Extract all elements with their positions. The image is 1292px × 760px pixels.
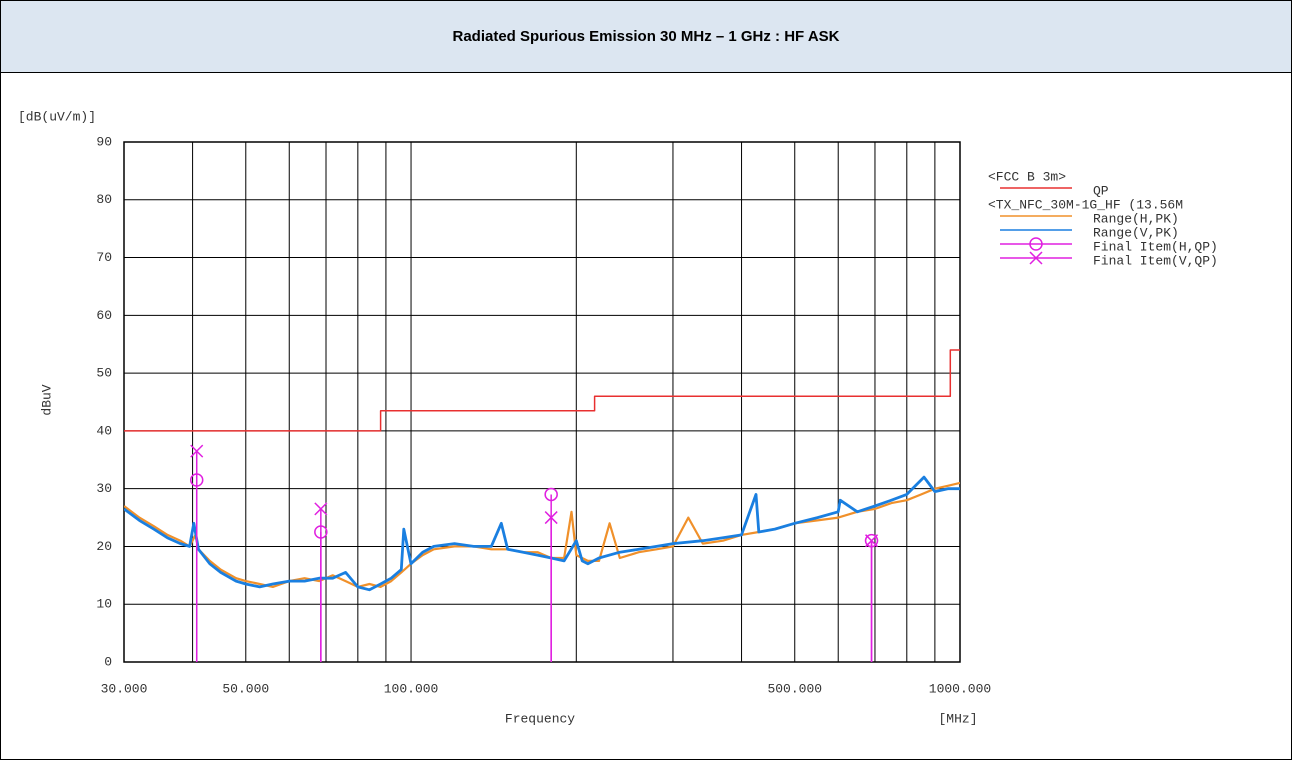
marker-cross — [190, 444, 204, 458]
x-tick-label: 100.000 — [384, 681, 439, 696]
legend-label: Range(H,PK) — [1093, 211, 1179, 226]
y-axis-label: dBuV — [39, 384, 54, 415]
legend-label: Final Item(V,QP) — [1093, 253, 1218, 268]
marker-cross — [865, 534, 879, 548]
x-tick-label: 500.000 — [767, 681, 822, 696]
x-tick-label: 50.000 — [222, 681, 269, 696]
body-frame — [0, 72, 1292, 760]
x-axis-label: Frequency — [505, 711, 575, 726]
plot-frame — [123, 141, 961, 663]
y-tick-label: 20 — [96, 539, 112, 554]
y-tick-label: 60 — [96, 308, 112, 323]
x-tick-label: 30.000 — [101, 681, 148, 696]
x-tick-label: 1000.000 — [929, 681, 991, 696]
y-tick-label: 10 — [96, 597, 112, 612]
marker-circle — [1029, 237, 1043, 251]
trace — [124, 475, 960, 592]
legend-label: Range(V,PK) — [1093, 225, 1179, 240]
marker-cross — [544, 511, 558, 525]
y-tick-label: 90 — [96, 134, 112, 149]
marker-circle — [544, 487, 558, 502]
y-tick-label: 70 — [96, 250, 112, 265]
y-tick-label: 80 — [96, 192, 112, 207]
y-tick-label: 30 — [96, 481, 112, 496]
legend-label: Final Item(H,QP) — [1093, 239, 1218, 254]
y-tick-label: 50 — [96, 366, 112, 381]
trace — [124, 349, 960, 432]
y-tick-label: 40 — [96, 423, 112, 438]
unit-label: [dB(uV/m)] — [18, 109, 96, 124]
x-unit-label: [MHz] — [938, 711, 977, 726]
marker-cross — [314, 502, 328, 516]
plot-area — [124, 349, 960, 662]
legend-label: QP — [1093, 183, 1109, 198]
marker-cross — [1029, 251, 1043, 265]
chart-title: Radiated Spurious Emission 30 MHz – 1 GH… — [452, 28, 839, 45]
header-band — [0, 0, 1292, 73]
y-tick-label: 0 — [104, 654, 112, 669]
legend-group: <TX_NFC_30M-1G_HF (13.56M — [988, 197, 1183, 212]
legend-group: <FCC B 3m> — [988, 169, 1066, 184]
